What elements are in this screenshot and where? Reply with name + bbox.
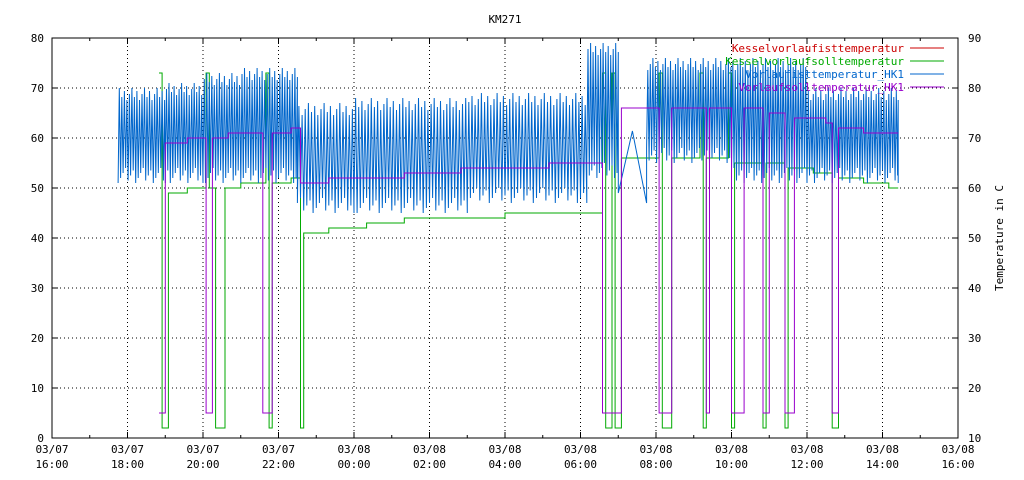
x-tick-date: 03/07: [186, 443, 219, 456]
x-tick-time: 22:00: [262, 458, 295, 471]
x-tick-time: 02:00: [413, 458, 446, 471]
x-tick-date: 03/08: [790, 443, 823, 456]
x-tick-date: 03/07: [262, 443, 295, 456]
x-tick-time: 14:00: [866, 458, 899, 471]
x-tick-time: 12:00: [790, 458, 823, 471]
y-tick-label: 30: [31, 282, 44, 295]
chart-title: KM271: [488, 13, 521, 26]
y-tick-label: 0: [37, 432, 44, 445]
legend-label: Kesselvorlaufsolltemperatur: [725, 55, 904, 68]
y2-tick-label: 90: [968, 32, 981, 45]
y-tick-label: 40: [31, 232, 44, 245]
x-tick-date: 03/08: [337, 443, 370, 456]
y2-tick-label: 30: [968, 332, 981, 345]
y2-tick-label: 60: [968, 182, 981, 195]
x-tick-date: 03/08: [715, 443, 748, 456]
x-tick-time: 18:00: [111, 458, 144, 471]
y2-tick-label: 10: [968, 432, 981, 445]
y-tick-label: 70: [31, 82, 44, 95]
grid: [52, 38, 958, 438]
y-tick-label: 20: [31, 332, 44, 345]
legend-label: Vorlaufsolltemperatur_HK1: [738, 81, 904, 94]
x-tick-time: 16:00: [35, 458, 68, 471]
x-tick-time: 16:00: [941, 458, 974, 471]
y2-tick-label: 40: [968, 282, 981, 295]
y2-tick-label: 50: [968, 232, 981, 245]
y-tick-label: 60: [31, 132, 44, 145]
x-tick-date: 03/08: [413, 443, 446, 456]
x-tick-time: 20:00: [186, 458, 219, 471]
x-tick-time: 08:00: [639, 458, 672, 471]
x-tick-date: 03/08: [941, 443, 974, 456]
x-tick-date: 03/07: [111, 443, 144, 456]
y2-tick-label: 20: [968, 382, 981, 395]
legend: KesselvorlaufisttemperaturKesselvorlaufs…: [725, 42, 944, 94]
y-tick-label: 10: [31, 382, 44, 395]
ticks: 0 10 20 30 40 50 60 70 80 10 20 30 40 50 60 70 80 90 03/07…: [31, 32, 982, 471]
y2-axis-label: Temperature in C: [993, 185, 1006, 291]
y2-tick-label: 80: [968, 82, 981, 95]
y-tick-label: 50: [31, 182, 44, 195]
series-layer: [117, 42, 899, 429]
legend-label: Kesselvorlaufisttemperatur: [732, 42, 905, 55]
x-tick-date: 03/08: [639, 443, 672, 456]
x-tick-time: 00:00: [337, 458, 370, 471]
legend-label: Vorlaufisttemperatur_HK1: [745, 68, 904, 81]
x-tick-time: 06:00: [564, 458, 597, 471]
series-line-4: [159, 107, 899, 414]
x-tick-date: 03/08: [488, 443, 521, 456]
series-line-3: [117, 42, 899, 214]
y2-tick-label: 70: [968, 132, 981, 145]
x-tick-time: 04:00: [488, 458, 521, 471]
x-tick-date: 03/08: [564, 443, 597, 456]
y-tick-label: 80: [31, 32, 44, 45]
x-tick-date: 03/08: [866, 443, 899, 456]
x-tick-time: 10:00: [715, 458, 748, 471]
x-tick-date: 03/07: [35, 443, 68, 456]
